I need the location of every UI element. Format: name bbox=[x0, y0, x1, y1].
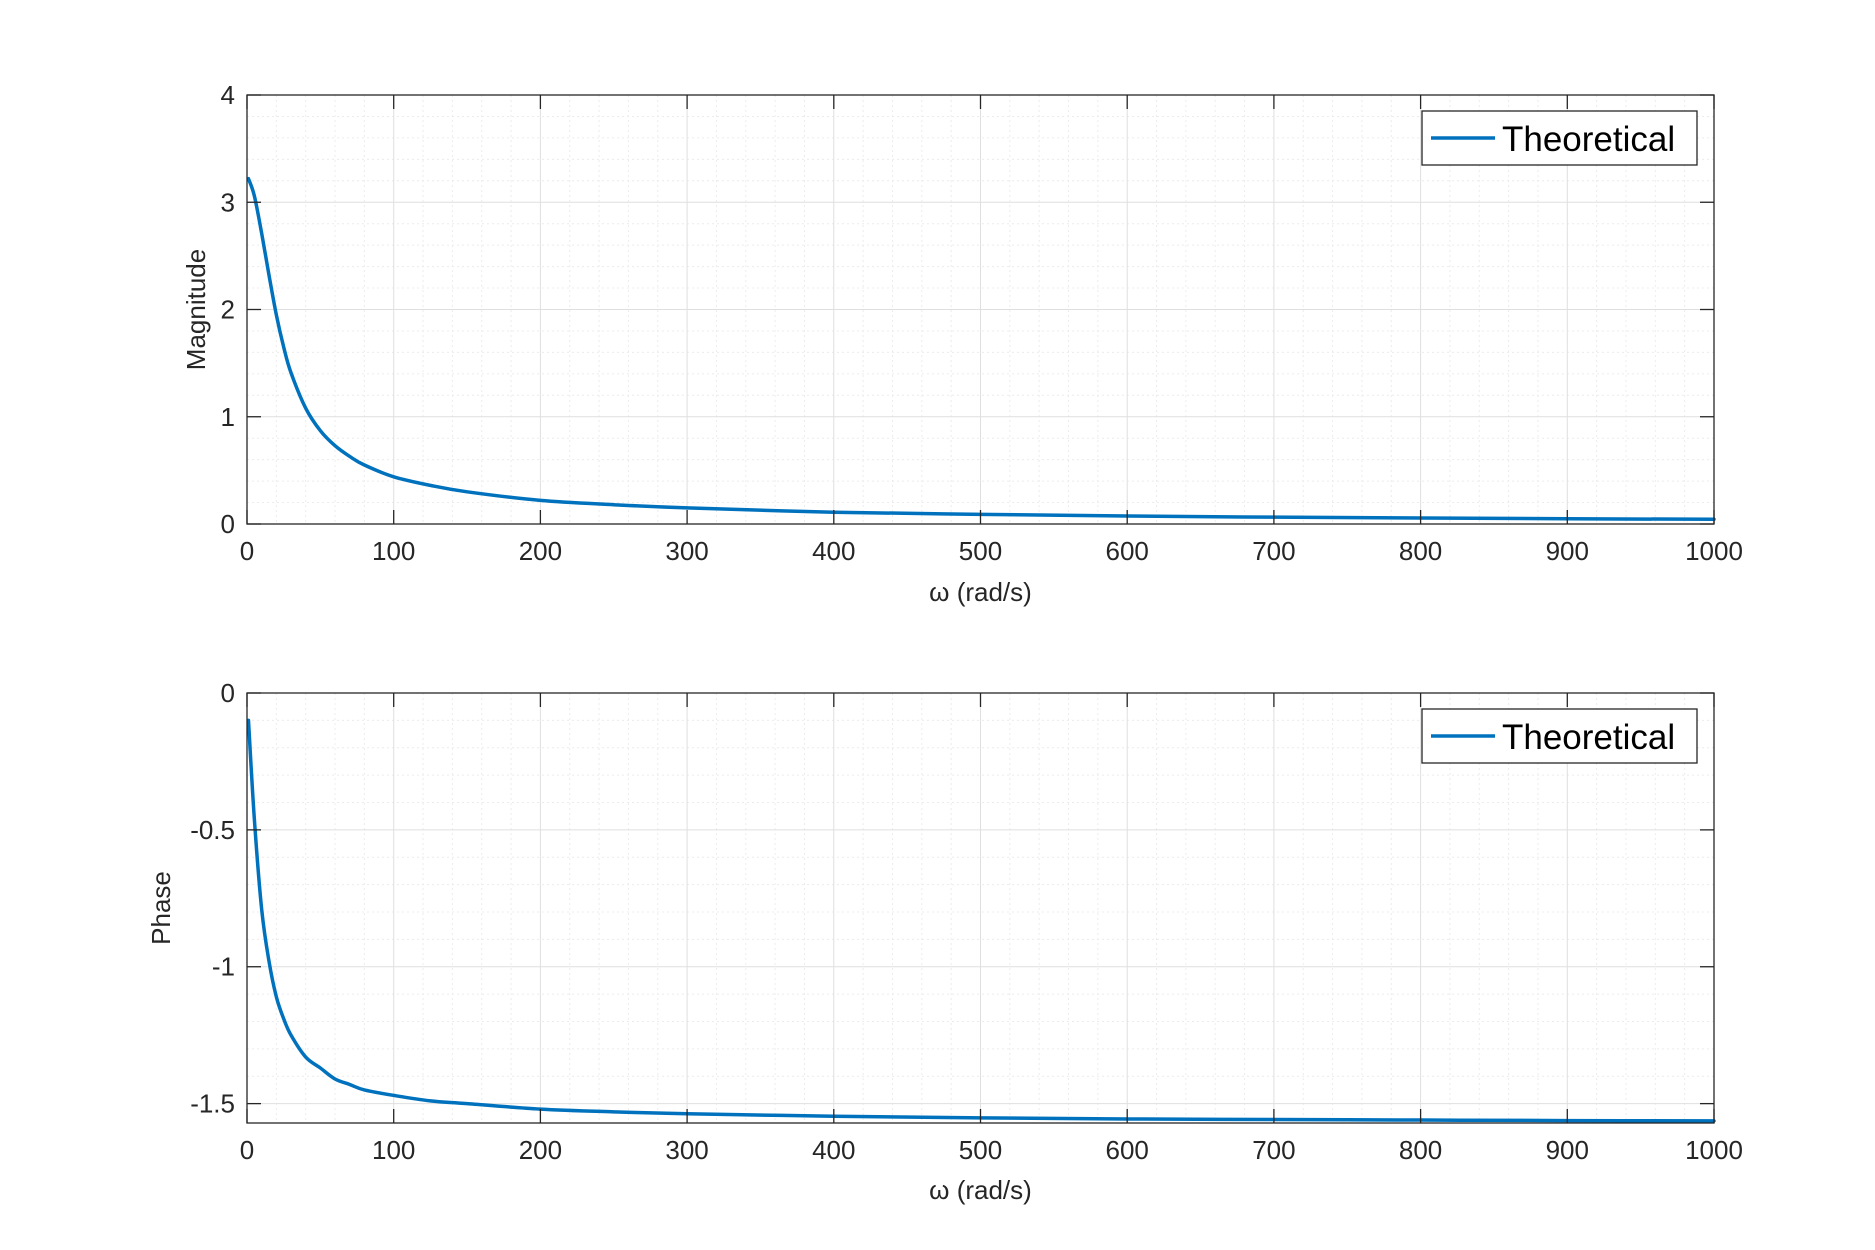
y-tick-label: 0 bbox=[221, 678, 235, 708]
x-tick-label: 900 bbox=[1546, 1135, 1589, 1165]
phase-x-tick-labels: 0 100 200 300 400 500 600 700 800 900 1000 bbox=[240, 1135, 1743, 1165]
phase-y-axis-label: Phase bbox=[146, 871, 176, 945]
phase-series bbox=[246, 718, 1716, 1123]
magnitude-plot: 0 100 200 300 400 500 600 700 800 900 1000 0 1 2 3 4 ω… bbox=[181, 80, 1743, 607]
y-tick-label: -1.5 bbox=[190, 1089, 235, 1119]
phase-x-axis-label: ω (rad/s) bbox=[929, 1175, 1032, 1205]
magnitude-series bbox=[246, 176, 1716, 522]
x-tick-label: 400 bbox=[812, 536, 855, 566]
x-tick-label: 400 bbox=[812, 1135, 855, 1165]
phase-y-tick-labels: -1.5 -1 -0.5 0 bbox=[190, 678, 235, 1119]
y-tick-label: 2 bbox=[221, 295, 235, 325]
x-tick-label: 1000 bbox=[1685, 1135, 1743, 1165]
magnitude-legend: Theoretical bbox=[1421, 110, 1698, 166]
phase-ticks bbox=[246, 692, 1715, 1123]
x-tick-label: 800 bbox=[1399, 536, 1442, 566]
x-tick-label: 800 bbox=[1399, 1135, 1442, 1165]
x-tick-label: 700 bbox=[1252, 1135, 1295, 1165]
series-line-theoretical bbox=[246, 176, 1716, 522]
y-tick-label: 3 bbox=[221, 187, 235, 217]
x-tick-label: 900 bbox=[1546, 536, 1589, 566]
magnitude-ticks bbox=[246, 94, 1715, 525]
y-tick-label: -1 bbox=[212, 952, 235, 982]
phase-grid bbox=[246, 692, 1715, 1123]
x-tick-label: 700 bbox=[1252, 536, 1295, 566]
magnitude-legend-label: Theoretical bbox=[1502, 120, 1675, 159]
y-tick-label: 4 bbox=[221, 80, 235, 110]
phase-legend: Theoretical bbox=[1421, 708, 1698, 764]
y-tick-label: 0 bbox=[221, 509, 235, 539]
x-tick-label: 600 bbox=[1106, 536, 1149, 566]
y-tick-label: 1 bbox=[221, 402, 235, 432]
x-tick-label: 0 bbox=[240, 1135, 254, 1165]
x-tick-label: 200 bbox=[519, 536, 562, 566]
x-tick-label: 600 bbox=[1106, 1135, 1149, 1165]
x-tick-label: 500 bbox=[959, 1135, 1002, 1165]
x-tick-label: 100 bbox=[372, 536, 415, 566]
magnitude-y-axis-label: Magnitude bbox=[181, 249, 211, 370]
x-tick-label: 300 bbox=[665, 536, 708, 566]
magnitude-y-tick-labels: 0 1 2 3 4 bbox=[221, 80, 235, 539]
x-tick-label: 100 bbox=[372, 1135, 415, 1165]
x-tick-label: 1000 bbox=[1685, 536, 1743, 566]
x-tick-label: 200 bbox=[519, 1135, 562, 1165]
magnitude-x-axis-label: ω (rad/s) bbox=[929, 577, 1032, 607]
y-tick-label: -0.5 bbox=[190, 815, 235, 845]
magnitude-x-tick-labels: 0 100 200 300 400 500 600 700 800 900 1000 bbox=[240, 536, 1743, 566]
series-line-theoretical bbox=[246, 718, 1716, 1123]
x-tick-label: 300 bbox=[665, 1135, 708, 1165]
x-tick-label: 0 bbox=[240, 536, 254, 566]
phase-plot: 0 100 200 300 400 500 600 700 800 900 1000 -1.5-1-… bbox=[146, 678, 1743, 1205]
phase-legend-label: Theoretical bbox=[1502, 718, 1675, 757]
x-tick-label: 500 bbox=[959, 536, 1002, 566]
